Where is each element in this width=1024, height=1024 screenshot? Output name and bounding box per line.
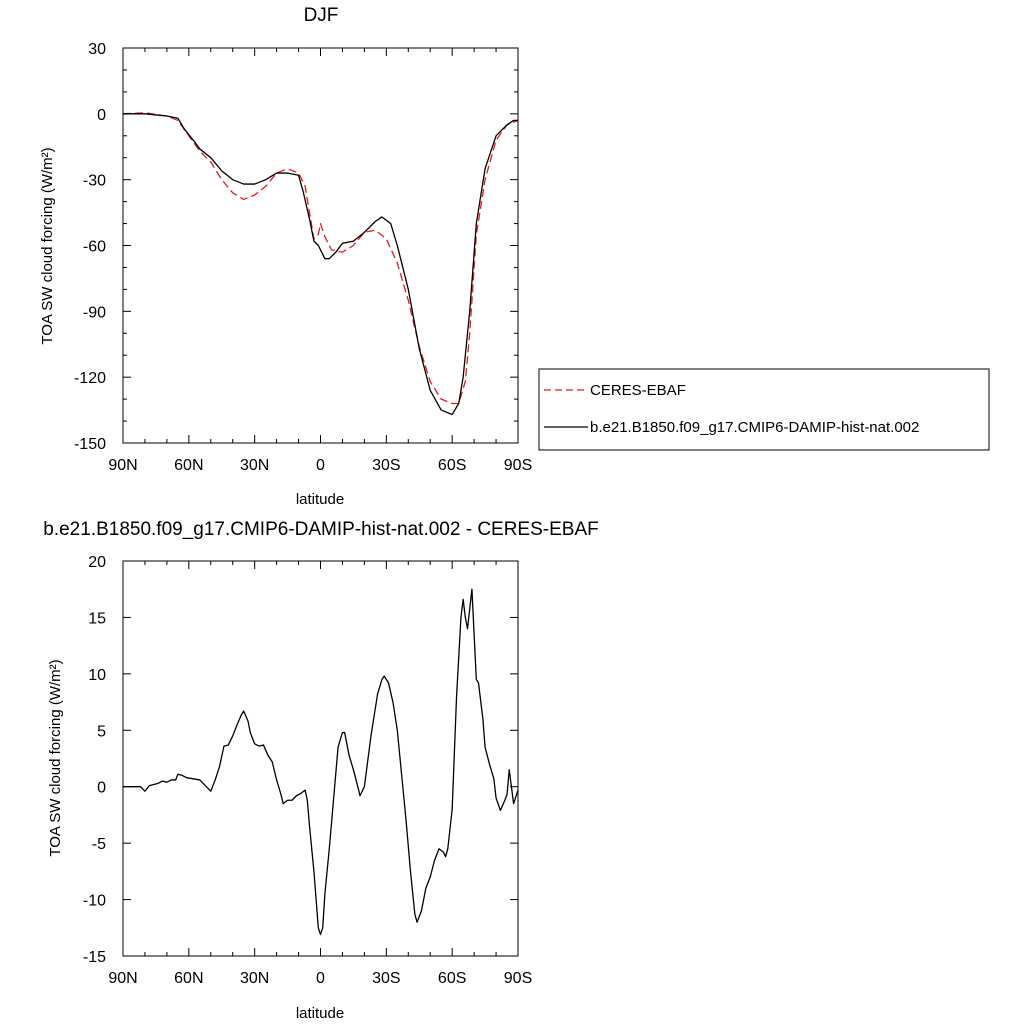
top-y-tick-label: -150 <box>74 436 106 453</box>
top-y-tick-label: -120 <box>74 370 106 387</box>
bottom-x-tick-label: 60S <box>438 970 466 987</box>
legend: CERES-EBAF b.e21.B1850.f09_g17.CMIP6-DAM… <box>538 368 990 451</box>
bottom-y-tick-label: 15 <box>88 610 106 627</box>
bottom-chart-lines <box>123 588 519 936</box>
top-x-tick-label: 30S <box>372 457 400 474</box>
bottom-y-tick-label: 20 <box>88 554 106 571</box>
top-chart-ticks: 90N 60N 30N 0 30S 60S 90S 30 0 -30 -60 -90 -120 -150 <box>74 41 532 474</box>
top-y-axis-label: TOA SW cloud forcing (W/m²) <box>39 147 56 344</box>
bottom-y-tick-label: 10 <box>88 667 106 684</box>
bottom-panel: b.e21.B1850.f09_g17.CMIP6-DAMIP-hist-nat… <box>43 519 598 1022</box>
bottom-y-tick-label: -5 <box>92 836 106 853</box>
top-chart-title: DJF <box>304 5 339 26</box>
bottom-chart-title: b.e21.B1850.f09_g17.CMIP6-DAMIP-hist-nat… <box>43 519 598 540</box>
top-series-line-0 <box>122 112 519 405</box>
bottom-plot-frame <box>122 560 519 957</box>
top-panel: DJF 90N 60N 30N 0 30S 60S 90S 30 0 -30 -60 -90 -120 -… <box>39 5 990 508</box>
bottom-y-tick-label: 5 <box>97 723 106 740</box>
bottom-x-tick-label: 0 <box>316 970 325 987</box>
bottom-x-tick-label: 90S <box>504 970 532 987</box>
bottom-y-tick-label: -15 <box>83 949 106 966</box>
bottom-y-tick-label: -10 <box>83 893 106 910</box>
top-x-axis-label: latitude <box>296 491 344 508</box>
bottom-x-tick-label: 30S <box>372 970 400 987</box>
top-x-tick-label: 90S <box>504 457 532 474</box>
top-chart-lines <box>122 112 519 416</box>
legend-label-model: b.e21.B1850.f09_g17.CMIP6-DAMIP-hist-nat… <box>590 419 919 436</box>
bottom-y-axis-label: TOA SW cloud forcing (W/m²) <box>47 659 64 856</box>
bottom-x-axis-label: latitude <box>296 1005 344 1022</box>
top-x-tick-label: 0 <box>316 457 325 474</box>
bottom-series-line-0 <box>123 588 519 936</box>
bottom-x-tick-label: 30N <box>240 970 269 987</box>
legend-box <box>538 368 990 451</box>
top-x-tick-label: 60S <box>438 457 466 474</box>
top-series-line-1 <box>123 113 518 416</box>
bottom-x-tick-label: 60N <box>174 970 203 987</box>
top-x-tick-label: 60N <box>174 457 203 474</box>
top-y-tick-label: 0 <box>97 107 106 124</box>
top-x-tick-label: 30N <box>240 457 269 474</box>
top-plot-frame <box>122 47 519 444</box>
bottom-y-tick-label: 0 <box>97 780 106 797</box>
bottom-x-tick-label: 90N <box>108 970 137 987</box>
top-y-tick-label: -90 <box>83 304 106 321</box>
top-x-tick-label: 90N <box>108 457 137 474</box>
top-y-tick-label: 30 <box>88 41 106 58</box>
top-y-tick-label: -30 <box>83 173 106 190</box>
bottom-chart-ticks: 90N 60N 30N 0 30S 60S 90S 20 15 10 5 0 -5 -10 -15 <box>83 554 532 987</box>
legend-label-ceres: CERES-EBAF <box>590 382 686 399</box>
top-y-tick-label: -60 <box>83 239 106 256</box>
